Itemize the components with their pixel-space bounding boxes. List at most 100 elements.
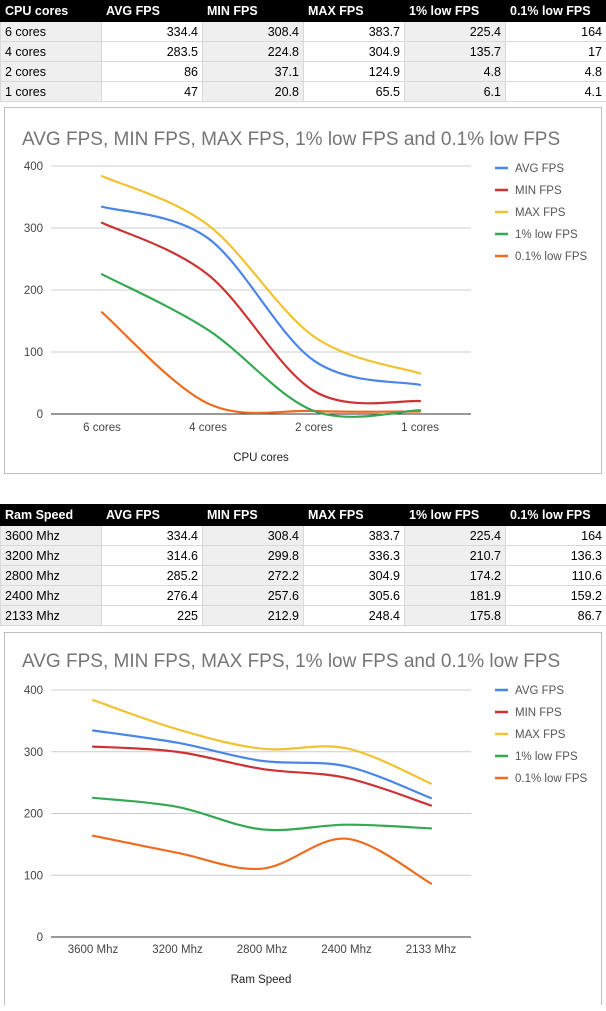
x-tick-label: 2133 Mhz xyxy=(406,944,457,956)
table-cell: 304.9 xyxy=(304,566,405,586)
table-cell: 17 xyxy=(506,42,606,62)
legend-label: MIN FPS xyxy=(515,185,562,197)
table-cell: 257.6 xyxy=(203,586,304,606)
x-axis-title: Ram Speed xyxy=(231,974,292,986)
legend-label: AVG FPS xyxy=(515,163,564,175)
row-label: 3600 Mhz xyxy=(1,526,102,546)
x-tick-label: 1 cores xyxy=(401,422,439,434)
table-cell: 308.4 xyxy=(203,22,304,42)
table-cell: 210.7 xyxy=(405,546,506,566)
table-cell: 4.8 xyxy=(506,62,606,82)
table-cell: 283.5 xyxy=(102,42,203,62)
row-label: 6 cores xyxy=(1,22,102,42)
table-cell: 248.4 xyxy=(304,606,405,626)
table-cell: 308.4 xyxy=(203,526,304,546)
row-label: 2133 Mhz xyxy=(1,606,102,626)
y-tick-label: 100 xyxy=(24,347,43,359)
x-tick-label: 3600 Mhz xyxy=(68,944,119,956)
y-tick-label: 100 xyxy=(24,870,43,882)
legend-label: MAX FPS xyxy=(515,207,566,219)
table-cell: 336.3 xyxy=(304,546,405,566)
y-tick-label: 300 xyxy=(24,747,43,759)
chart-title: AVG FPS, MIN FPS, MAX FPS, 1% low FPS an… xyxy=(22,129,560,150)
series-line-max-fps xyxy=(93,700,431,784)
table-cell: 4.8 xyxy=(405,62,506,82)
row-label: 3200 Mhz xyxy=(1,546,102,566)
x-tick-label: 2 cores xyxy=(295,422,333,434)
column-header: 1% low FPS xyxy=(405,1,506,22)
cpu-cores-chart: AVG FPS, MIN FPS, MAX FPS, 1% low FPS an… xyxy=(4,107,602,474)
x-tick-label: 3200 Mhz xyxy=(152,944,203,956)
column-header: 1% low FPS xyxy=(405,505,506,526)
table-cell: 272.2 xyxy=(203,566,304,586)
y-tick-label: 300 xyxy=(24,223,43,235)
table-cell: 225.4 xyxy=(405,526,506,546)
table-cell: 383.7 xyxy=(304,22,405,42)
legend-label: MIN FPS xyxy=(515,707,562,719)
y-tick-label: 200 xyxy=(24,285,43,297)
y-tick-label: 400 xyxy=(24,685,43,697)
table-cell: 305.6 xyxy=(304,586,405,606)
legend-label: 0.1% low FPS xyxy=(515,773,588,785)
series-line-min-fps xyxy=(102,223,420,404)
ram-speed-chart-svg: AVG FPS, MIN FPS, MAX FPS, 1% low FPS an… xyxy=(5,633,601,1006)
x-tick-label: 4 cores xyxy=(189,422,227,434)
table-cell: 136.3 xyxy=(506,546,606,566)
table-cell: 224.8 xyxy=(203,42,304,62)
table-cell: 135.7 xyxy=(405,42,506,62)
table-cell: 37.1 xyxy=(203,62,304,82)
table-cell: 174.2 xyxy=(405,566,506,586)
table-cell: 334.4 xyxy=(102,22,203,42)
y-tick-label: 0 xyxy=(37,932,43,944)
x-tick-label: 2800 Mhz xyxy=(237,944,288,956)
column-header: MIN FPS xyxy=(203,505,304,526)
column-header: MIN FPS xyxy=(203,1,304,22)
row-label: 2800 Mhz xyxy=(1,566,102,586)
table-cell: 299.8 xyxy=(203,546,304,566)
column-header: Ram Speed xyxy=(1,505,102,526)
table-cell: 20.8 xyxy=(203,82,304,102)
table-cell: 110.6 xyxy=(506,566,606,586)
table-cell: 164 xyxy=(506,526,606,546)
cpu-cores-chart-svg: AVG FPS, MIN FPS, MAX FPS, 1% low FPS an… xyxy=(5,108,601,473)
x-tick-label: 6 cores xyxy=(83,422,121,434)
column-header: CPU cores xyxy=(1,1,102,22)
row-label: 4 cores xyxy=(1,42,102,62)
series-line-1-low-fps xyxy=(102,274,420,416)
y-tick-label: 200 xyxy=(24,809,43,821)
column-header: MAX FPS xyxy=(304,1,405,22)
table-cell: 47 xyxy=(102,82,203,102)
table-cell: 164 xyxy=(506,22,606,42)
table-cell: 304.9 xyxy=(304,42,405,62)
table-cell: 86.7 xyxy=(506,606,606,626)
column-header: 0.1% low FPS xyxy=(506,505,606,526)
ram-speed-chart: AVG FPS, MIN FPS, MAX FPS, 1% low FPS an… xyxy=(4,632,602,1005)
legend-label: MAX FPS xyxy=(515,729,566,741)
x-tick-label: 2400 Mhz xyxy=(321,944,372,956)
legend-label: 1% low FPS xyxy=(515,229,578,241)
table-cell: 175.8 xyxy=(405,606,506,626)
table-cell: 86 xyxy=(102,62,203,82)
table-cell: 383.7 xyxy=(304,526,405,546)
table-cell: 181.9 xyxy=(405,586,506,606)
table-cell: 159.2 xyxy=(506,586,606,606)
table-cell: 212.9 xyxy=(203,606,304,626)
series-line-0-1-low-fps xyxy=(93,836,431,884)
chart-title: AVG FPS, MIN FPS, MAX FPS, 1% low FPS an… xyxy=(22,651,560,672)
column-header: AVG FPS xyxy=(102,1,203,22)
column-header: MAX FPS xyxy=(304,505,405,526)
column-header: AVG FPS xyxy=(102,505,203,526)
table-cell: 225.4 xyxy=(405,22,506,42)
table-cell: 4.1 xyxy=(506,82,606,102)
column-header: 0.1% low FPS xyxy=(506,1,606,22)
